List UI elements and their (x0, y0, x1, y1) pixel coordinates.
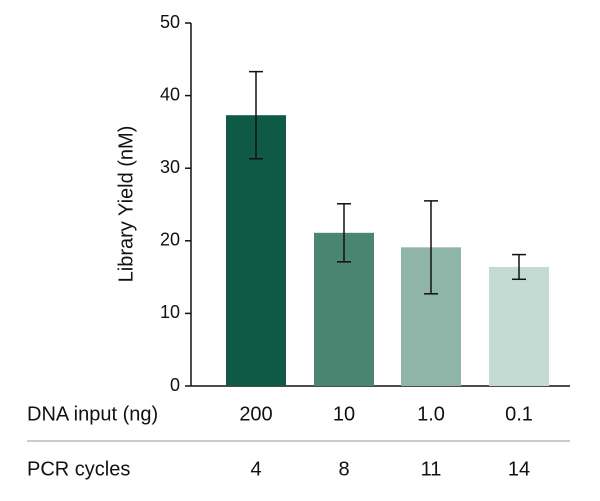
error-bar (424, 200, 438, 295)
error-bar (512, 253, 526, 281)
x-axis-label: DNA input (ng) (27, 403, 158, 425)
x-tick-label: 0.1 (505, 403, 533, 425)
x-tick-label: 10 (333, 403, 355, 425)
pcr-cycles-value: 4 (250, 458, 261, 480)
y-axis-label: Library Yield (nM) (115, 126, 137, 283)
row-label: PCR cycles (27, 458, 130, 480)
error-bar (249, 70, 263, 160)
x-tick-label: 1.0 (417, 403, 445, 425)
error-bar (337, 203, 351, 263)
pcr-cycles-value: 14 (508, 458, 530, 480)
pcr-cycles-value: 11 (421, 458, 442, 480)
bar (226, 115, 286, 387)
bar (489, 266, 549, 386)
y-tick-label: 30 (160, 157, 180, 177)
y-tick-label: 20 (160, 230, 180, 250)
y-tick-label: 0 (170, 375, 180, 395)
x-tick-label: 200 (239, 403, 272, 425)
y-tick-label: 40 (160, 84, 180, 104)
pcr-cycles-value: 8 (338, 458, 349, 480)
y-tick-label: 50 (160, 12, 180, 32)
y-tick-label: 10 (160, 302, 180, 322)
